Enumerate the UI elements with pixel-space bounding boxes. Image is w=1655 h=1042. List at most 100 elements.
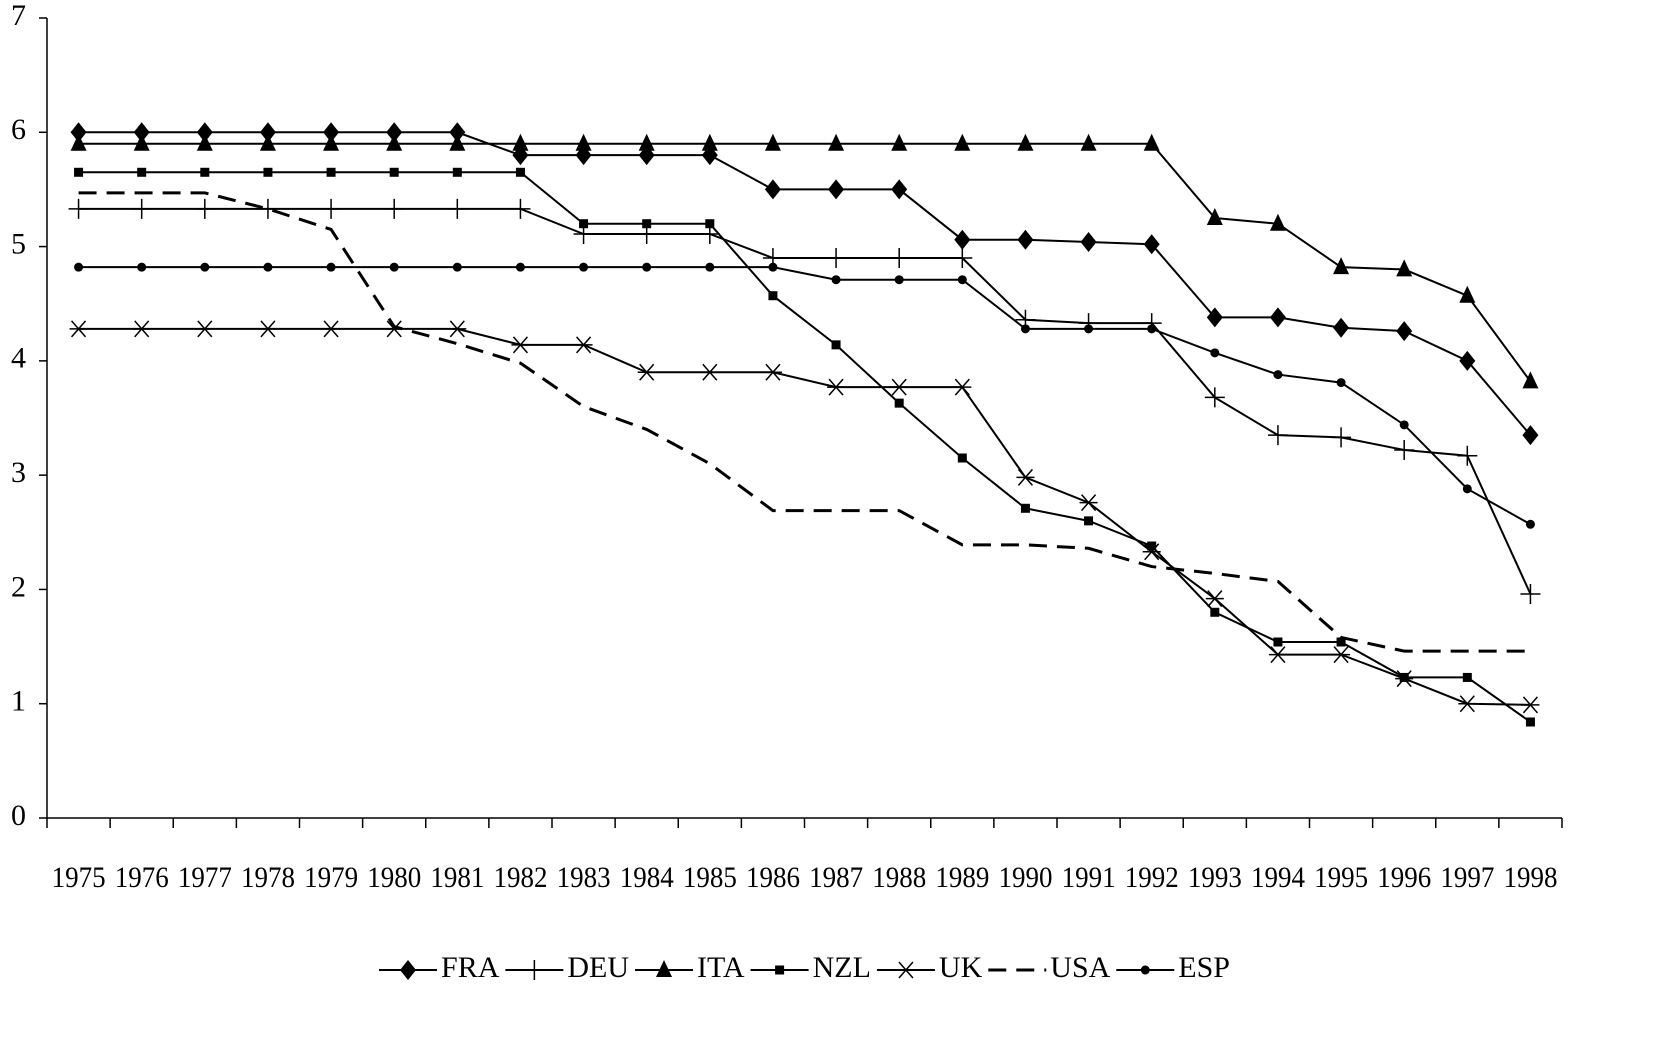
marker <box>1143 234 1160 255</box>
marker <box>574 336 593 354</box>
marker <box>524 960 545 980</box>
marker <box>889 248 910 268</box>
series-line <box>78 142 1532 383</box>
marker <box>1206 307 1223 328</box>
marker <box>1147 541 1157 551</box>
marker <box>1522 425 1539 446</box>
marker <box>195 320 214 338</box>
x-tick-label: 1986 <box>746 861 800 894</box>
marker <box>1395 670 1414 688</box>
marker <box>1204 387 1225 408</box>
marker <box>1331 427 1352 448</box>
marker <box>1080 232 1097 252</box>
marker <box>200 167 210 177</box>
y-tick-label: 1 <box>11 685 26 718</box>
marker <box>768 262 778 272</box>
marker <box>1457 445 1478 466</box>
marker <box>701 133 718 151</box>
marker <box>637 363 656 381</box>
marker <box>1332 646 1351 664</box>
marker <box>764 133 781 151</box>
marker <box>954 229 971 250</box>
marker <box>515 262 525 272</box>
marker <box>389 262 399 272</box>
marker <box>131 198 152 219</box>
marker <box>1521 696 1540 714</box>
marker <box>1017 133 1034 151</box>
marker <box>828 179 845 200</box>
y-tick-label: 4 <box>11 342 26 375</box>
marker <box>705 219 715 229</box>
marker <box>1206 208 1223 225</box>
legend-label: FRA <box>441 951 500 984</box>
marker <box>896 961 915 979</box>
marker <box>512 133 529 151</box>
marker <box>954 133 971 151</box>
marker <box>74 167 84 177</box>
marker <box>257 198 278 219</box>
series-line <box>78 327 1531 706</box>
marker <box>449 133 466 151</box>
marker <box>826 248 847 268</box>
marker <box>768 291 778 301</box>
marker <box>511 336 530 354</box>
y-tick-label: 0 <box>11 799 26 832</box>
marker <box>1396 321 1413 342</box>
x-tick-label: 1990 <box>998 861 1052 894</box>
marker <box>196 122 213 143</box>
marker <box>259 122 276 143</box>
marker <box>194 198 215 219</box>
marker <box>1394 440 1415 460</box>
legend-item: ESP <box>1116 951 1230 984</box>
marker <box>323 133 340 151</box>
marker <box>638 133 655 151</box>
marker <box>384 198 405 219</box>
marker <box>386 133 403 151</box>
series-line <box>78 266 1531 526</box>
series-line <box>78 171 1532 723</box>
marker <box>705 262 715 272</box>
marker <box>1268 646 1287 664</box>
series-line <box>78 131 1532 436</box>
marker <box>133 133 150 151</box>
marker <box>326 262 336 272</box>
x-tick-label: 1991 <box>1062 861 1116 894</box>
legend-label: UK <box>939 951 983 984</box>
marker <box>1273 637 1283 647</box>
marker <box>137 167 147 177</box>
marker <box>448 320 467 338</box>
marker <box>579 262 589 272</box>
y-tick-label: 3 <box>11 456 26 489</box>
marker <box>449 122 466 143</box>
legend-item: DEU <box>505 951 629 984</box>
x-tick-label: 1993 <box>1188 861 1242 894</box>
marker <box>700 363 719 381</box>
marker <box>656 960 673 977</box>
legend-item: USA <box>988 951 1111 984</box>
marker <box>952 248 973 268</box>
marker <box>642 219 652 229</box>
legend-label: USA <box>1050 951 1110 984</box>
marker <box>828 133 845 151</box>
marker <box>642 262 652 272</box>
marker <box>1143 133 1160 151</box>
x-tick-label: 1985 <box>683 861 737 894</box>
marker <box>1459 350 1476 371</box>
marker <box>1459 285 1476 303</box>
legend-label: DEU <box>567 951 629 984</box>
x-tick-label: 1998 <box>1503 861 1557 894</box>
marker <box>827 378 846 396</box>
marker <box>1020 324 1030 334</box>
marker <box>1273 370 1283 380</box>
marker <box>259 133 276 151</box>
x-tick-label: 1988 <box>872 861 926 894</box>
marker <box>200 262 210 272</box>
marker <box>1269 213 1286 231</box>
marker <box>326 167 336 177</box>
marker <box>579 219 589 229</box>
marker <box>321 198 342 219</box>
marker <box>1396 259 1413 277</box>
marker <box>1525 519 1535 529</box>
legend-label: ESP <box>1178 951 1230 984</box>
series-line <box>78 191 1531 653</box>
